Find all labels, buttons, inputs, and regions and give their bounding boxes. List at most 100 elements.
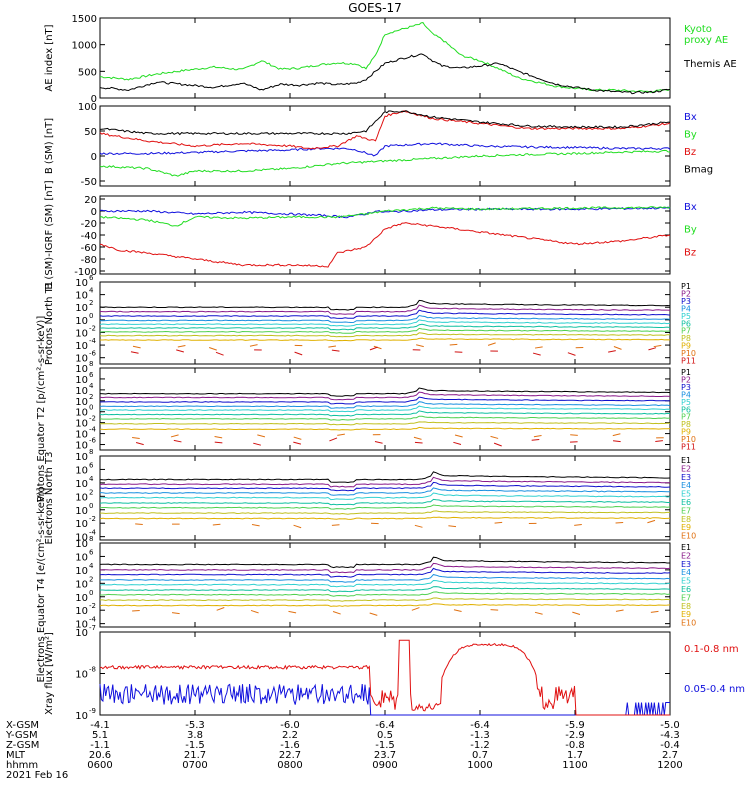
channel-p10-segment — [450, 344, 458, 345]
y-tick-exponent: 8 — [89, 448, 93, 456]
channel-p10-segment — [294, 437, 302, 439]
legend-entry: Bx — [684, 112, 697, 123]
channel-p6 — [100, 324, 670, 330]
channel-e10-segment — [616, 610, 624, 611]
channel-p3 — [100, 397, 670, 404]
channel-p10-segment — [534, 436, 542, 437]
channel-p11-segment — [174, 440, 182, 442]
y-tick-exponent: 6 — [89, 274, 94, 282]
y-tick-label: 10 — [75, 419, 88, 430]
channel-e8 — [100, 598, 670, 601]
y-tick-label: 10 — [75, 452, 88, 463]
channel-e10-segment — [651, 611, 659, 612]
y-tick-label: 1000 — [72, 41, 97, 52]
y-tick-exponent: 2 — [89, 299, 93, 307]
y-tick-exponent: 6 — [89, 371, 94, 379]
legend-entry: By — [684, 225, 697, 236]
y-tick-label: -100 — [74, 267, 97, 278]
x-row-value: 0800 — [277, 760, 302, 771]
channel-p10-segment — [455, 435, 463, 437]
channel-e6 — [100, 587, 670, 592]
y-axis-label: Xray flux [W/m²] — [44, 632, 55, 715]
channel-label: E10 — [681, 532, 696, 541]
y-tick-label: 10 — [75, 278, 88, 289]
y-tick-exponent: 4 — [89, 382, 94, 390]
y-tick-label: 10 — [75, 566, 88, 577]
channel-e10-segment — [288, 611, 296, 612]
y-tick-label: 10 — [75, 397, 88, 408]
channel-e10-segment — [251, 610, 259, 612]
y-tick-label: 10 — [75, 328, 88, 339]
channel-p11-segment — [131, 352, 139, 354]
channel-p11-segment — [332, 350, 340, 351]
y-axis-label: B (SM) [nT] — [44, 118, 55, 174]
channel-p11-segment — [532, 439, 540, 440]
series-line-by — [100, 150, 670, 176]
y-tick-label: -80 — [81, 255, 97, 266]
channel-p5 — [100, 406, 670, 412]
y-tick-label: 0 — [91, 152, 97, 163]
legend-entry: Kyoto — [684, 24, 712, 35]
channel-p10-segment — [337, 434, 345, 435]
channel-p10-segment — [250, 345, 258, 347]
y-tick-label: 10 — [75, 364, 88, 375]
channel-e10-segment — [213, 524, 221, 525]
y-tick-label: 10 — [75, 506, 88, 517]
channel-p11-segment — [329, 438, 337, 441]
y-tick-label: 10 — [75, 316, 88, 327]
y-tick-label: 10 — [75, 465, 88, 476]
channel-e9 — [100, 517, 670, 519]
channel-p11-segment — [415, 442, 423, 443]
y-tick-label: -20 — [81, 219, 97, 230]
y-tick-exponent: -6 — [89, 350, 97, 358]
channel-p2 — [100, 305, 670, 314]
channel-label: E10 — [681, 619, 696, 628]
y-tick-exponent: 2 — [89, 393, 93, 401]
channel-p11-segment — [613, 441, 621, 442]
y-tick-exponent: -4 — [89, 337, 97, 345]
series-line-bmag — [100, 111, 670, 135]
legend-entry: By — [684, 130, 697, 141]
x-row-value: 0600 — [87, 760, 112, 771]
channel-p10-segment — [414, 437, 422, 439]
x-row-value: 0700 — [182, 760, 207, 771]
channel-e10-segment — [454, 610, 462, 612]
y-tick-exponent: -6 — [89, 437, 97, 445]
panel-7: Electrons Equator T4 [e/(cm²-s-sr-keV)]1… — [36, 487, 696, 682]
y-tick-label: 10 — [75, 408, 88, 419]
channel-p8 — [100, 422, 670, 425]
y-tick-exponent: 8 — [89, 360, 93, 368]
channel-e10-segment — [495, 522, 503, 523]
channel-e6 — [100, 499, 670, 504]
y-tick-label: 1500 — [72, 14, 97, 25]
channel-label: P11 — [681, 357, 696, 366]
y-tick-label: 10 — [75, 519, 88, 530]
x-row-value: 0900 — [372, 760, 397, 771]
y-tick-label: 10 — [75, 375, 88, 386]
y-tick-label: 20 — [84, 195, 97, 206]
y-tick-label: 10 — [75, 579, 88, 590]
channel-e4 — [100, 575, 670, 583]
channel-p11-segment — [176, 350, 184, 352]
channel-label: P11 — [681, 443, 696, 452]
legend-entry: Bz — [684, 247, 696, 258]
channel-p10-segment — [328, 346, 336, 347]
channel-e10-segment — [217, 607, 225, 610]
series-line-bz — [100, 111, 670, 149]
channel-p11-segment — [370, 347, 378, 350]
y-tick-exponent: 0 — [89, 312, 93, 320]
panel-frame — [100, 18, 670, 98]
y-tick-exponent: 6 — [89, 461, 94, 469]
channel-p10-segment — [209, 347, 217, 350]
channel-p11-segment — [216, 352, 224, 355]
y-tick-label: -40 — [81, 231, 97, 242]
channel-p11-segment — [293, 442, 301, 444]
panel-8: Xray flux [W/m²]10-710-810-90.1-0.8 nm0.… — [44, 624, 745, 722]
channel-p11-segment — [453, 442, 461, 444]
series-line-0-1-0-8-nm — [100, 640, 670, 715]
channel-e7 — [100, 592, 670, 596]
